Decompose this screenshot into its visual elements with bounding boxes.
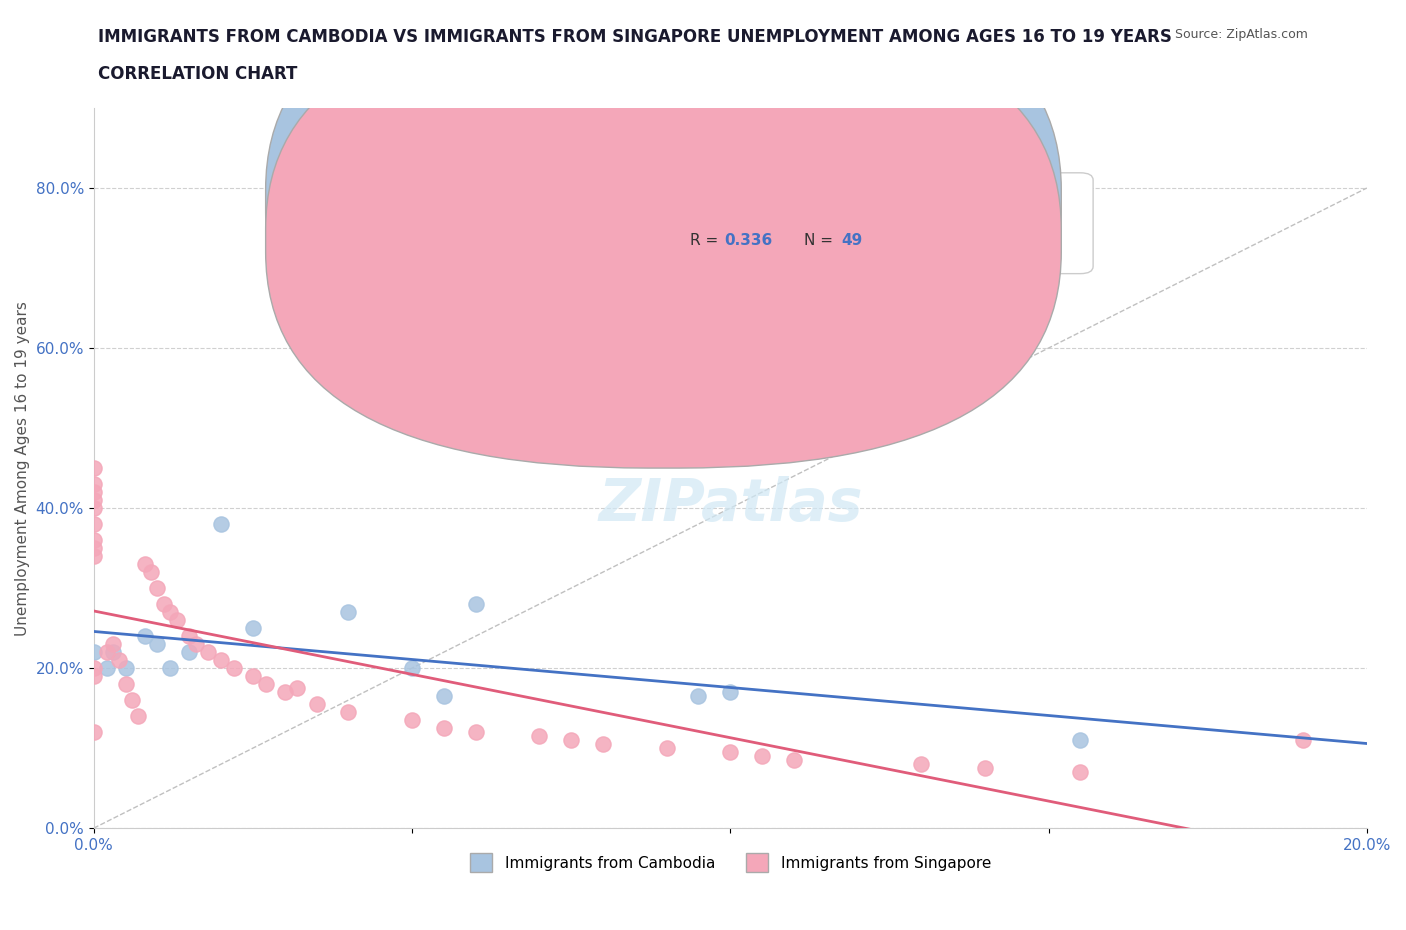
Text: 49: 49 — [841, 233, 862, 248]
Point — [718, 684, 741, 699]
Point — [179, 644, 201, 659]
Text: N =: N = — [804, 233, 838, 248]
Point — [101, 644, 124, 659]
Point — [973, 761, 995, 776]
Point — [134, 629, 156, 644]
Point — [101, 637, 124, 652]
Point — [592, 737, 614, 751]
Text: 0.336: 0.336 — [724, 233, 772, 248]
Point — [166, 613, 188, 628]
Point — [83, 660, 105, 675]
Point — [560, 733, 582, 748]
Point — [1069, 733, 1091, 748]
Point — [139, 565, 162, 579]
Text: IMMIGRANTS FROM CAMBODIA VS IMMIGRANTS FROM SINGAPORE UNEMPLOYMENT AMONG AGES 16: IMMIGRANTS FROM CAMBODIA VS IMMIGRANTS F… — [98, 28, 1173, 46]
Point — [209, 517, 232, 532]
Point — [529, 729, 551, 744]
FancyBboxPatch shape — [266, 13, 1062, 468]
Point — [910, 757, 932, 772]
Point — [688, 689, 710, 704]
Text: Source: ZipAtlas.com: Source: ZipAtlas.com — [1174, 28, 1308, 41]
Point — [83, 477, 105, 492]
Point — [401, 660, 423, 675]
Y-axis label: Unemployment Among Ages 16 to 19 years: Unemployment Among Ages 16 to 19 years — [15, 300, 30, 635]
Point — [337, 705, 360, 720]
Point — [146, 580, 169, 595]
Point — [83, 549, 105, 564]
Point — [114, 677, 136, 692]
Legend: Immigrants from Cambodia, Immigrants from Singapore: Immigrants from Cambodia, Immigrants fro… — [464, 847, 997, 878]
Point — [83, 493, 105, 508]
Point — [751, 749, 773, 764]
Text: 17: 17 — [841, 193, 862, 207]
Point — [254, 677, 277, 692]
Point — [108, 653, 131, 668]
Point — [222, 660, 245, 675]
Point — [274, 684, 297, 699]
Point — [242, 620, 264, 635]
Point — [152, 597, 174, 612]
Point — [83, 669, 105, 684]
Point — [337, 604, 360, 619]
Point — [83, 533, 105, 548]
Point — [134, 557, 156, 572]
Point — [83, 517, 105, 532]
Point — [1292, 733, 1315, 748]
Point — [83, 500, 105, 515]
Point — [83, 644, 105, 659]
Text: R =: R = — [689, 193, 723, 207]
Point — [96, 644, 118, 659]
Point — [242, 669, 264, 684]
Point — [718, 745, 741, 760]
Point — [305, 697, 328, 711]
Point — [159, 660, 181, 675]
Point — [433, 721, 456, 736]
Point — [197, 644, 219, 659]
Point — [83, 540, 105, 555]
Point — [464, 724, 486, 739]
Point — [287, 681, 309, 696]
Point — [655, 740, 678, 755]
Point — [464, 597, 486, 612]
Point — [179, 629, 201, 644]
FancyBboxPatch shape — [266, 0, 1062, 429]
Point — [83, 485, 105, 499]
Point — [159, 604, 181, 619]
Point — [127, 709, 149, 724]
Point — [209, 653, 232, 668]
Text: CORRELATION CHART: CORRELATION CHART — [98, 65, 298, 83]
Point — [121, 693, 143, 708]
Text: R =: R = — [689, 233, 723, 248]
Text: -0.062: -0.062 — [724, 193, 779, 207]
Point — [1069, 764, 1091, 779]
Text: N =: N = — [804, 193, 838, 207]
Point — [114, 660, 136, 675]
Point — [96, 660, 118, 675]
Point — [146, 637, 169, 652]
Point — [783, 752, 806, 767]
Point — [184, 637, 207, 652]
FancyBboxPatch shape — [621, 173, 1092, 273]
Point — [433, 689, 456, 704]
Point — [83, 724, 105, 739]
Point — [83, 460, 105, 475]
Point — [401, 712, 423, 727]
Text: ZIPatlas: ZIPatlas — [598, 475, 862, 533]
